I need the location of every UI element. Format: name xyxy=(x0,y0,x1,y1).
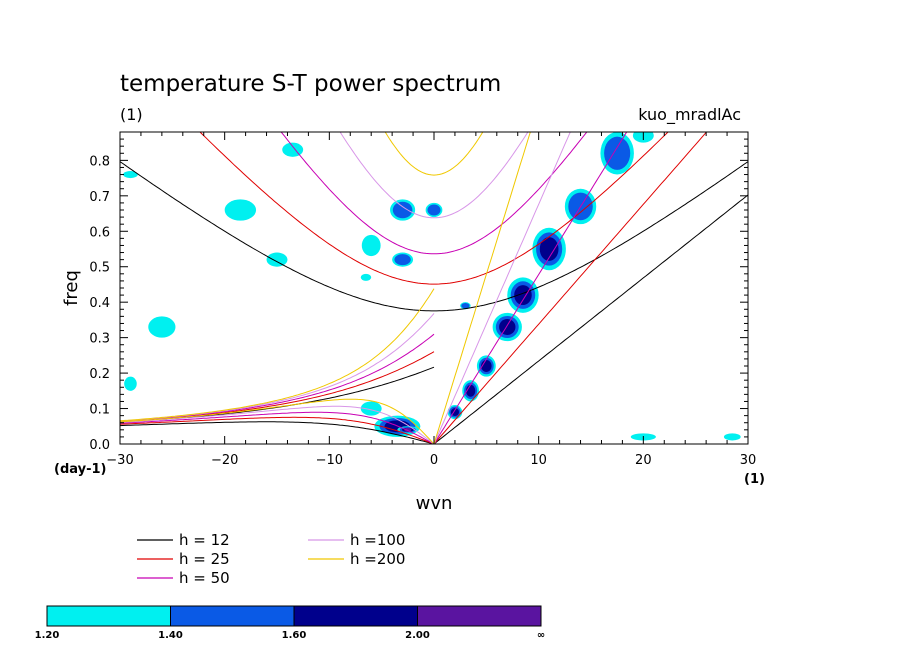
dispersion-curve-h12-kelvin xyxy=(433,194,748,444)
contour-blob xyxy=(499,319,516,335)
contour-blob xyxy=(539,237,559,261)
x-tick-label: −10 xyxy=(316,453,343,468)
x-tick-label: 30 xyxy=(740,453,757,468)
y-tick-label: 0.3 xyxy=(89,332,110,347)
y-tick-label: 0.5 xyxy=(89,261,110,276)
colorbar-label: ∞ xyxy=(537,630,545,641)
chart-subtitle-left: (1) xyxy=(120,105,143,124)
contour-blob xyxy=(394,254,411,266)
colorbar-segment xyxy=(293,605,418,627)
contour-blob xyxy=(123,171,138,179)
dispersion-curve-h100-kelvin xyxy=(433,132,571,444)
contour-blob xyxy=(360,401,382,416)
contour-blob xyxy=(282,142,304,157)
y-tick-label: 0.8 xyxy=(89,154,110,169)
colorbar-label: 1.20 xyxy=(35,630,60,641)
x-tick-label: 0 xyxy=(430,453,438,468)
x-axis: −30 −20 −10 0 10 20 30 xyxy=(106,132,756,468)
colorbar-label: 1.40 xyxy=(158,630,183,641)
x-tick-label: −30 xyxy=(106,453,133,468)
contour-blob xyxy=(404,427,412,432)
y-tick-label: 0.4 xyxy=(89,296,110,311)
x-tick-label: −20 xyxy=(211,453,238,468)
dispersion-curve-h200-kelvin xyxy=(433,132,531,444)
dispersion-curves-layer xyxy=(120,132,748,444)
chart-subtitle-right: kuo_mradlAc xyxy=(638,105,741,125)
y-tick-label: 0.6 xyxy=(89,225,110,240)
legend-label: h =200 xyxy=(350,550,405,568)
contour-blob xyxy=(124,376,137,391)
contour-blob xyxy=(427,204,441,216)
dispersion-curve-h100-er xyxy=(120,405,435,444)
legend-label: h = 50 xyxy=(179,569,230,587)
colorbar-segment xyxy=(417,605,542,627)
contour-blob xyxy=(360,273,372,281)
y-tick-label: 0.7 xyxy=(89,190,110,205)
x-tick-label: 10 xyxy=(530,453,547,468)
colorbar: 1.20 1.40 1.60 2.00 ∞ xyxy=(35,605,545,641)
y-axis: 0.0 0.1 0.2 0.3 0.4 0.5 0.6 0.7 0.8 xyxy=(89,131,748,453)
x-axis-title: wvn xyxy=(416,493,453,514)
dispersion-curve-h200-mrg xyxy=(120,288,435,422)
dispersion-curve-h50-er xyxy=(120,411,435,444)
dispersion-curve-h12-ig xyxy=(120,161,748,312)
y-tick-label: 0.0 xyxy=(89,438,110,453)
contour-blob xyxy=(723,433,741,441)
plot-frame xyxy=(119,131,749,445)
legend-label: h =100 xyxy=(350,531,405,549)
dispersion-curve-h25-er xyxy=(120,416,435,444)
contour-blob xyxy=(266,252,288,267)
x-unit-label: (1) xyxy=(744,472,765,487)
dispersion-curve-h50-ig xyxy=(280,132,588,255)
contour-blob xyxy=(148,316,176,338)
legend-label: h = 25 xyxy=(179,550,230,568)
x-tick-label: 20 xyxy=(635,453,652,468)
y-unit-label: (day-1) xyxy=(54,462,106,477)
colorbar-label: 2.00 xyxy=(405,630,430,641)
contour-blob xyxy=(392,201,413,219)
colorbar-label: 1.60 xyxy=(282,630,307,641)
dispersion-curve-h25-ig xyxy=(199,132,669,285)
contour-blob xyxy=(361,234,381,257)
dispersion-curve-h12-er xyxy=(120,421,435,444)
dispersion-curve-h25-mrg xyxy=(120,351,435,423)
y-tick-label: 0.2 xyxy=(89,367,110,382)
dispersion-curve-h200-er xyxy=(120,398,435,444)
contour-blob xyxy=(461,302,470,309)
legend-label: h = 12 xyxy=(179,531,230,549)
dispersion-curve-h200-ig xyxy=(384,132,484,176)
dispersion-curve-h50-kelvin xyxy=(433,132,628,444)
colorbar-segment xyxy=(170,605,295,627)
dispersion-curve-h100-ig xyxy=(339,132,529,219)
contour-blob xyxy=(514,285,532,306)
y-axis-title: freq xyxy=(61,270,82,306)
y-tick-label: 0.1 xyxy=(89,403,110,418)
contour-blob xyxy=(604,136,631,170)
dispersion-curve-h25-kelvin xyxy=(433,132,708,444)
contour-blob xyxy=(224,199,257,221)
colorbar-segment xyxy=(46,605,171,627)
chart-title: temperature S-T power spectrum xyxy=(120,71,501,97)
